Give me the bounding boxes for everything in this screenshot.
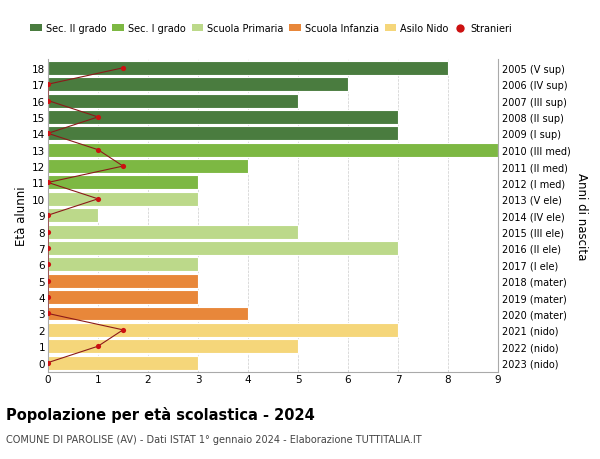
Bar <box>48 127 398 141</box>
Bar <box>48 258 198 272</box>
Bar <box>48 78 348 92</box>
Point <box>43 277 53 285</box>
Bar <box>48 143 498 157</box>
Point <box>43 229 53 236</box>
Point <box>93 147 103 154</box>
Bar <box>48 225 298 239</box>
Point <box>43 179 53 187</box>
Bar <box>48 95 298 108</box>
Point <box>93 343 103 350</box>
Bar <box>48 176 198 190</box>
Point <box>93 196 103 203</box>
Point <box>118 326 128 334</box>
Point <box>43 81 53 89</box>
Bar <box>48 291 198 304</box>
Bar <box>48 307 248 321</box>
Bar <box>48 160 248 174</box>
Point <box>43 98 53 105</box>
Bar <box>48 209 98 223</box>
Bar <box>48 192 198 207</box>
Bar <box>48 274 198 288</box>
Legend: Sec. II grado, Sec. I grado, Scuola Primaria, Scuola Infanzia, Asilo Nido, Stran: Sec. II grado, Sec. I grado, Scuola Prim… <box>31 24 512 34</box>
Point <box>43 212 53 219</box>
Point <box>43 261 53 269</box>
Bar <box>48 111 398 125</box>
Y-axis label: Anni di nascita: Anni di nascita <box>575 172 587 259</box>
Point <box>43 294 53 301</box>
Point <box>93 114 103 121</box>
Bar <box>48 241 398 255</box>
Point <box>43 130 53 138</box>
Bar <box>48 62 448 76</box>
Y-axis label: Età alunni: Età alunni <box>15 186 28 246</box>
Point <box>43 310 53 318</box>
Bar <box>48 356 198 370</box>
Point <box>118 65 128 73</box>
Point <box>118 163 128 170</box>
Point <box>43 245 53 252</box>
Text: COMUNE DI PAROLISE (AV) - Dati ISTAT 1° gennaio 2024 - Elaborazione TUTTITALIA.I: COMUNE DI PAROLISE (AV) - Dati ISTAT 1° … <box>6 434 422 444</box>
Bar <box>48 340 298 353</box>
Bar <box>48 323 398 337</box>
Text: Popolazione per età scolastica - 2024: Popolazione per età scolastica - 2024 <box>6 406 315 422</box>
Point <box>43 359 53 366</box>
